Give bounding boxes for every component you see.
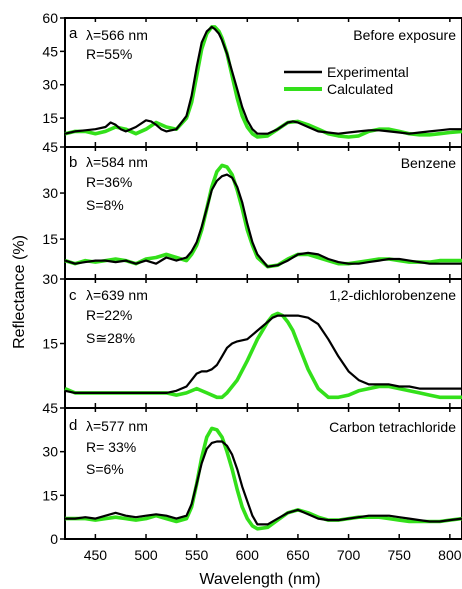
condition-label: Benzene: [401, 155, 456, 171]
series-group: [64, 25, 462, 139]
series-group: [65, 426, 462, 531]
series-group: [64, 163, 462, 269]
legend-label-calculated: Calculated: [327, 81, 393, 97]
y-tick-label: 15: [42, 336, 58, 352]
x-tick-label: 600: [236, 547, 260, 563]
panel-letter: a: [69, 25, 78, 42]
panel-letter: d: [69, 417, 77, 434]
y-tick-label: 15: [42, 110, 58, 126]
x-tick-label: 750: [388, 547, 412, 563]
y-tick-label: 60: [42, 10, 58, 26]
condition-label: Before exposure: [353, 27, 456, 43]
selectivity-annotation: S=8%: [86, 197, 124, 213]
panel-a: a λ=566 nm R=55% Before exposure Experim…: [42, 10, 462, 148]
condition-label: 1,2-dichlorobenzene: [329, 287, 456, 303]
y-axis-title: Reflectance (%): [11, 235, 28, 349]
y-tick-label: 30: [42, 444, 58, 460]
y-tick-label: 30: [42, 77, 58, 93]
experimental-series-line: [64, 173, 462, 268]
x-tick-label: 500: [134, 547, 158, 563]
panel-letter: c: [69, 287, 77, 304]
panel-letter: b: [69, 154, 77, 171]
experimental-series-line: [64, 314, 462, 394]
y-tick-label: 45: [42, 43, 58, 59]
panel-c: c λ=639 nm R=22% S≅28% 1,2-dichlorobenze…: [42, 271, 462, 409]
x-tick-label: 450: [84, 547, 108, 563]
x-tick-label: 650: [286, 547, 310, 563]
y-tick-label: 45: [42, 139, 58, 155]
legend-label-experimental: Experimental: [327, 64, 409, 80]
y-tick-label: 15: [42, 231, 58, 247]
reflectance-annotation: R=36%: [86, 174, 132, 190]
x-axis-title: Wavelength (nm): [199, 571, 320, 588]
y-tick-label: 0: [50, 531, 58, 547]
y-axis-ticks: 15 30 45: [42, 139, 65, 247]
y-axis-ticks: 15 30 45 60: [42, 10, 65, 126]
lambda-annotation: λ=584 nm: [86, 154, 148, 170]
reflectance-annotation: R= 33%: [86, 439, 136, 455]
calculated-series-line: [65, 426, 462, 531]
y-tick-label: 30: [42, 185, 58, 201]
panel-d: d λ=577 nm R= 33% S=6% Carbon tetrachlor…: [42, 400, 462, 563]
panel-frame: [64, 407, 462, 540]
lambda-annotation: λ=639 nm: [86, 287, 148, 303]
selectivity-annotation: S≅28%: [86, 330, 135, 346]
lambda-annotation: λ=566 nm: [86, 27, 148, 43]
lambda-annotation: λ=577 nm: [86, 418, 148, 434]
x-axis-ticks: [94, 408, 451, 539]
x-tick-label: 550: [185, 547, 209, 563]
legend: Experimental Calculated: [284, 64, 409, 97]
y-tick-label: 15: [42, 487, 58, 503]
selectivity-annotation: S=6%: [86, 461, 124, 477]
condition-label: Carbon tetrachloride: [329, 419, 456, 435]
y-axis-ticks: 0 15 30 45: [42, 400, 65, 547]
y-tick-label: 45: [42, 400, 58, 416]
panel-b: b λ=584 nm R=36% S=8% Benzene 15 30 45: [42, 139, 462, 280]
calculated-series-line: [64, 25, 462, 139]
series-group: [64, 311, 462, 400]
x-tick-label: 800: [438, 547, 462, 563]
y-tick-label: 30: [42, 271, 58, 287]
reflectance-annotation: R=22%: [86, 307, 132, 323]
experimental-series-line: [65, 440, 462, 526]
experimental-series-line: [64, 25, 462, 135]
reflectance-annotation: R=55%: [86, 46, 132, 62]
x-tick-labels: 450 500 550 600 650 700 750 800: [84, 547, 462, 563]
x-tick-label: 700: [337, 547, 361, 563]
